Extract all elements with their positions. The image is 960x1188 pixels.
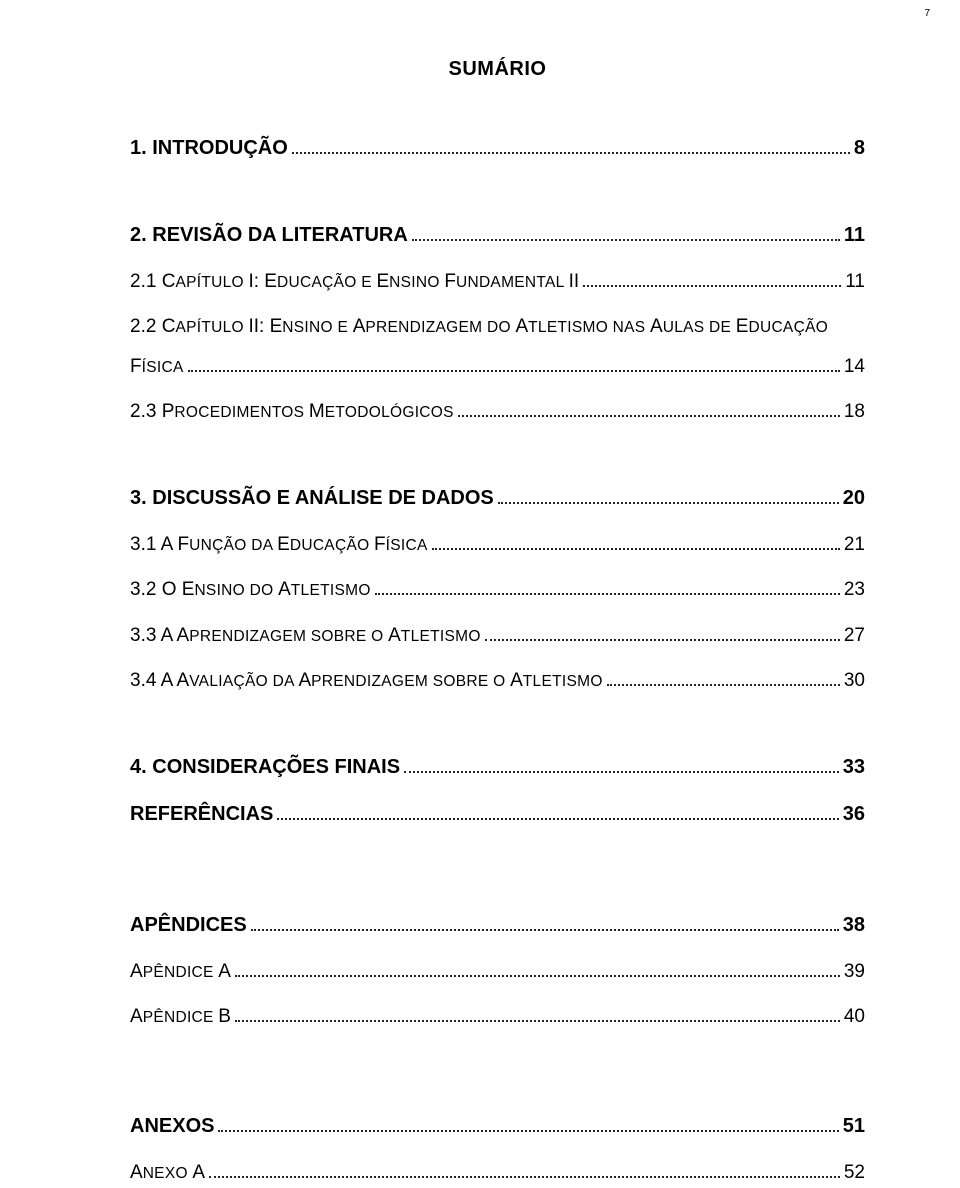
toc-page: 39 — [844, 957, 865, 986]
toc-page: 33 — [843, 752, 865, 783]
toc-leader-dots — [209, 1176, 840, 1178]
toc-label: 2. REVISÃO DA LITERATURA — [130, 220, 408, 251]
toc-entry: 3.3 A APRENDIZAGEM SOBRE O ATLETISMO 27 — [130, 621, 865, 650]
toc-page: 38 — [843, 910, 865, 941]
toc-leader-dots — [292, 152, 850, 154]
toc-entry: 1. INTRODUÇÃO 8 — [130, 133, 865, 164]
toc-label: APÊNDICE A — [130, 957, 231, 986]
toc-page: 30 — [844, 666, 865, 695]
toc-leader-dots — [218, 1130, 838, 1132]
toc-entry: 2.2 CAPÍTULO II: ENSINO E APRENDIZAGEM D… — [130, 312, 865, 381]
toc-leader-dots — [412, 239, 840, 241]
toc-label: 2.1 CAPÍTULO I: EDUCAÇÃO E ENSINO FUNDAM… — [130, 267, 579, 296]
toc-page: 40 — [844, 1002, 865, 1031]
toc-leader-dots — [251, 929, 839, 931]
toc-page: 11 — [844, 220, 865, 251]
toc-entry: REFERÊNCIAS 36 — [130, 799, 865, 830]
toc-label: REFERÊNCIAS — [130, 799, 273, 830]
toc-entry: 4. CONSIDERAÇÕES FINAIS 33 — [130, 752, 865, 783]
toc-page: 20 — [843, 483, 865, 514]
toc-leader-dots — [498, 502, 839, 504]
toc-label: 3.3 A APRENDIZAGEM SOBRE O ATLETISMO — [130, 621, 481, 650]
toc-entry: 3.1 A FUNÇÃO DA EDUCAÇÃO FÍSICA 21 — [130, 530, 865, 559]
page-number-corner: 7 — [924, 8, 930, 19]
toc-page: 27 — [844, 621, 865, 650]
toc-leader-dots — [277, 818, 838, 820]
toc-label: APÊNDICES — [130, 910, 247, 941]
toc-label: 2.3 PROCEDIMENTOS METODOLÓGICOS — [130, 397, 454, 426]
toc-label-line2: FÍSICA — [130, 352, 184, 381]
toc-label: ANEXOS — [130, 1111, 214, 1142]
document-page: 7 SUMÁRIO 1. INTRODUÇÃO 8 2. REVISÃO DA … — [0, 0, 960, 1163]
toc-page: 21 — [844, 530, 865, 559]
toc-entry: 2. REVISÃO DA LITERATURA 11 — [130, 220, 865, 251]
toc-leader-dots — [188, 370, 840, 372]
toc-entry: 3.4 A AVALIAÇÃO DA APRENDIZAGEM SOBRE O … — [130, 666, 865, 695]
toc-label: 3.1 A FUNÇÃO DA EDUCAÇÃO FÍSICA — [130, 530, 428, 559]
toc-entry: 2.3 PROCEDIMENTOS METODOLÓGICOS 18 — [130, 397, 865, 426]
toc-page: 14 — [844, 352, 865, 381]
toc-leader-dots — [583, 285, 841, 287]
page-title: SUMÁRIO — [130, 58, 865, 81]
toc-entry: APÊNDICES 38 — [130, 910, 865, 941]
toc-entry: 2.1 CAPÍTULO I: EDUCAÇÃO E ENSINO FUNDAM… — [130, 267, 865, 296]
toc-page: 8 — [854, 133, 865, 164]
toc-label: APÊNDICE B — [130, 1002, 231, 1031]
toc-leader-dots — [404, 771, 839, 773]
toc-leader-dots — [235, 1020, 840, 1022]
toc-label: 3.2 O ENSINO DO ATLETISMO — [130, 575, 371, 604]
toc-label: 4. CONSIDERAÇÕES FINAIS — [130, 752, 400, 783]
toc-label: 2.2 CAPÍTULO II: ENSINO E APRENDIZAGEM D… — [130, 312, 865, 341]
toc-entry: 3. DISCUSSÃO E ANÁLISE DE DADOS 20 — [130, 483, 865, 514]
toc-label: 1. INTRODUÇÃO — [130, 133, 288, 164]
toc-page: 51 — [843, 1111, 865, 1142]
toc-label: 3.4 A AVALIAÇÃO DA APRENDIZAGEM SOBRE O … — [130, 666, 603, 695]
toc-page: 11 — [845, 267, 865, 296]
toc-page: 18 — [844, 397, 865, 426]
toc-leader-dots — [485, 639, 840, 641]
toc-leader-dots — [235, 975, 840, 977]
toc-entry: ANEXOS 51 — [130, 1111, 865, 1142]
toc-label: 3. DISCUSSÃO E ANÁLISE DE DADOS — [130, 483, 494, 514]
toc-leader-dots — [458, 415, 840, 417]
toc-page: 36 — [843, 799, 865, 830]
toc-page: 23 — [844, 575, 865, 604]
toc-leader-dots — [432, 548, 840, 550]
toc-entry: APÊNDICE A 39 — [130, 957, 865, 986]
toc-leader-dots — [375, 593, 840, 595]
toc-entry: APÊNDICE B 40 — [130, 1002, 865, 1031]
toc-entry: 3.2 O ENSINO DO ATLETISMO 23 — [130, 575, 865, 604]
toc-leader-dots — [607, 684, 840, 686]
